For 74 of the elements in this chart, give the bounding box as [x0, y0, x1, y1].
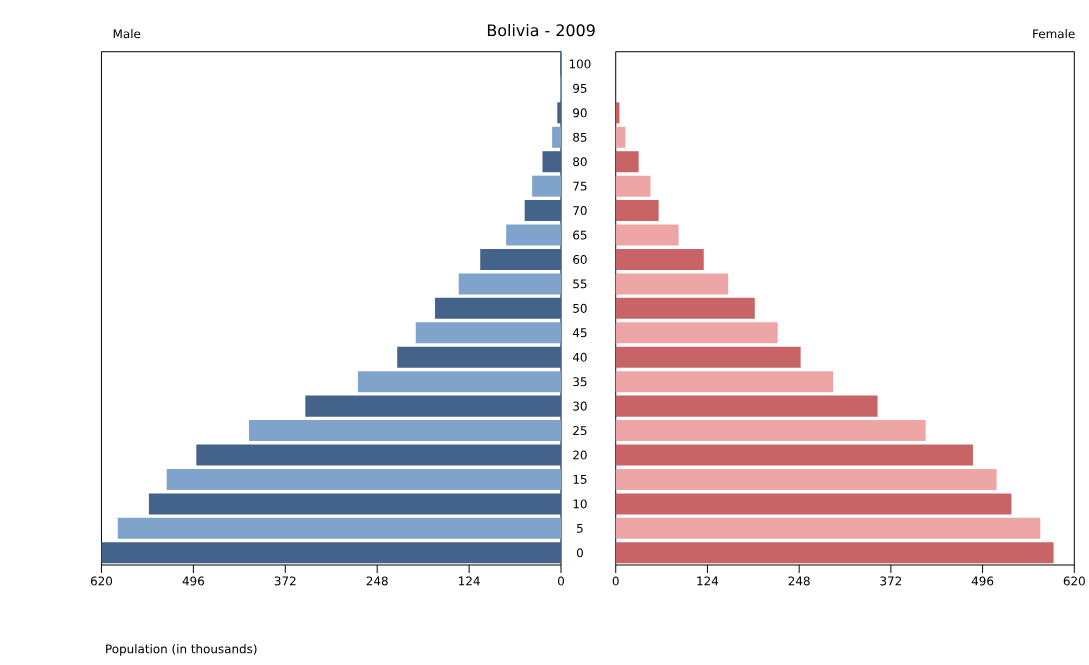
x-tick-label: 0 [612, 576, 619, 586]
y-tick-label: 85 [573, 132, 587, 142]
bar [615, 419, 926, 441]
bar [397, 346, 562, 368]
bar [615, 444, 973, 466]
bar [542, 150, 562, 172]
bar [615, 468, 997, 490]
x-tick-label: 620 [1063, 576, 1085, 586]
bar [532, 175, 562, 197]
bar [615, 273, 729, 295]
bar [357, 370, 562, 392]
bar [615, 346, 801, 368]
bar [615, 370, 834, 392]
bar [615, 322, 778, 344]
y-tick-label: 15 [573, 474, 587, 484]
bar [615, 395, 878, 417]
bar [615, 248, 704, 270]
y-tick-label: 80 [573, 156, 587, 167]
bar [615, 297, 755, 319]
y-tick-label: 40 [572, 352, 587, 362]
x-tick-label: 620 [90, 576, 113, 586]
y-tick-label: 5 [577, 523, 583, 533]
y-tick-label: 35 [573, 376, 587, 386]
y-tick-label: 45 [572, 328, 587, 338]
x-tick-label: 124 [459, 576, 480, 586]
bar [615, 199, 659, 221]
bar [615, 517, 1041, 539]
bar [101, 542, 562, 564]
x-tick-label: 248 [788, 576, 810, 586]
bar [117, 517, 562, 539]
bar [415, 322, 562, 344]
bar [196, 444, 562, 466]
y-tick-label: 75 [573, 181, 587, 191]
chart-subtitle: Female [1033, 28, 1075, 39]
y-tick-label: 30 [573, 401, 587, 411]
bar [615, 542, 1054, 564]
x-tick-label: 496 [182, 576, 205, 586]
y-tick-label: 20 [573, 450, 587, 460]
bar [615, 150, 639, 172]
bar [557, 102, 562, 124]
y-tick-label: 50 [573, 303, 587, 313]
y-tick-label: 55 [573, 279, 587, 289]
y-tick-label: 60 [573, 254, 587, 264]
y-tick-label: 95 [573, 83, 587, 93]
bar [480, 248, 562, 270]
x-tick-label: 0 [558, 576, 565, 586]
bar [148, 493, 562, 515]
bar [615, 126, 626, 148]
x-axis-title: Population (in thousands) [106, 643, 257, 656]
bar [458, 273, 562, 295]
chart-title: Bolivia - 2009 [487, 23, 595, 37]
x-tick-label: 248 [366, 576, 388, 586]
y-tick-label: 25 [573, 425, 587, 435]
y-tick-label: 100 [569, 59, 591, 69]
bar [552, 126, 562, 148]
y-tick-label: 70 [573, 205, 587, 215]
bar [615, 493, 1012, 515]
x-tick-label: 496 [971, 576, 994, 586]
x-tick-label: 124 [697, 576, 719, 586]
y-tick-label: 90 [573, 108, 587, 118]
bar [305, 395, 562, 417]
chart-subtitle: Male [113, 28, 141, 39]
bar [524, 199, 562, 221]
bar [615, 175, 651, 197]
x-tick-label: 372 [274, 576, 296, 586]
bar [435, 297, 562, 319]
bar [506, 224, 562, 246]
y-tick-label: 65 [573, 230, 587, 240]
y-tick-label: 10 [573, 499, 587, 509]
bar [615, 224, 679, 246]
bar [166, 468, 562, 490]
y-tick-label: 0 [576, 548, 583, 558]
x-tick-label: 372 [880, 576, 902, 586]
bar [248, 419, 562, 441]
